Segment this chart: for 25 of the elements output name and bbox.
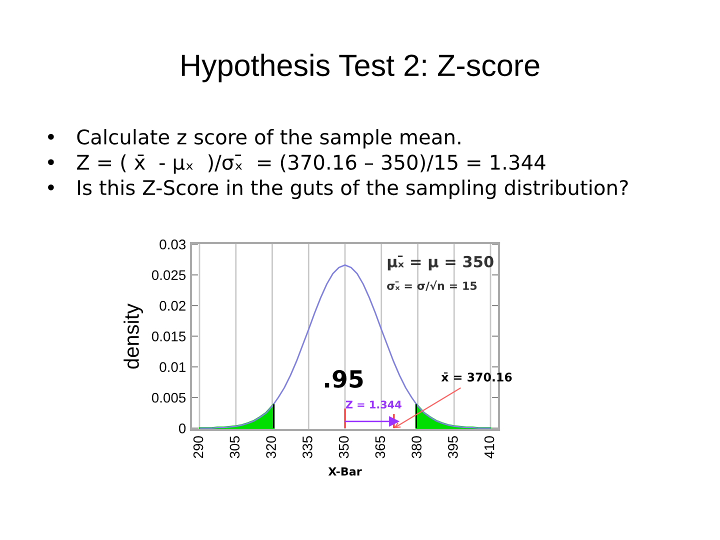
annotation: .95 [324,370,363,388]
chart-subtitle: • Calculate z score of the sample mean. • Z = ( x̄ - μₓ )/σₓ̄ = (370.16 – 350)/15 = 1.344 • Is this Z-Score in the guts of the sampling distribution? [48,129,628,200]
x-tick-label: 410 [484,436,494,458]
y-axis-title: density [124,304,144,369]
x-tick-label: 395 [448,436,458,458]
x-tick-label: 335 [302,436,312,458]
y-tick-label: 0 [178,423,186,434]
chart-title: Hypothesis Test 2: Z-score [182,54,540,82]
x-axis-title: X-Bar [328,467,362,476]
y-tick-label: 0.02 [160,300,186,311]
x-tick-label: 365 [375,436,386,458]
annotation: Z = 1.344 [346,400,402,409]
y-tick-label: 0.015 [152,332,186,342]
x-tick-label: 380 [412,436,422,458]
x-tick-label: 305 [230,436,240,458]
x-tick-label: 320 [266,436,276,458]
y-tick-label: 0.03 [160,240,186,250]
y-tick-label: 0.01 [160,362,186,372]
x-tick-label: 290 [193,436,204,458]
annotation: μₓ̄ = μ = 350 [388,256,494,270]
annotation: x̄ = 370.16 [441,372,512,382]
y-tick-label: 0.025 [152,270,186,280]
x-tick-label: 350 [338,436,349,458]
y-tick-label: 0.005 [152,392,186,403]
annotation: σₓ̄ = σ/√n = 15 [387,280,477,291]
